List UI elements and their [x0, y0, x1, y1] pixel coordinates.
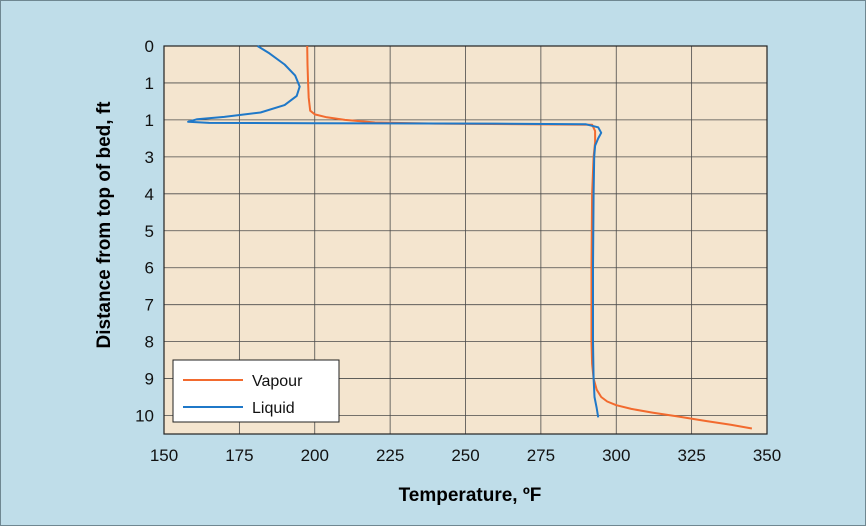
y-tick-label: 0	[145, 37, 154, 56]
y-tick-label: 6	[145, 259, 154, 278]
series-lines	[187, 45, 753, 430]
x-tick-label: 250	[451, 446, 479, 465]
x-tick-labels: 150 175 200 225 250 275 300 325 350	[150, 446, 781, 465]
plot-border	[163, 45, 768, 435]
y-tick-label: 5	[145, 222, 154, 241]
y-tick-label: 3	[145, 148, 154, 167]
x-tick-label: 200	[301, 446, 329, 465]
y-tick-label: 8	[145, 333, 154, 352]
x-tick-label: 175	[225, 446, 253, 465]
y-tick-label: 9	[145, 370, 154, 389]
series-line-liquid	[187, 45, 603, 418]
legend-box	[172, 359, 340, 423]
y-tick-label: 4	[145, 185, 154, 204]
y-tick-label: 10	[135, 407, 154, 426]
legend: Vapour Liquid	[172, 359, 340, 423]
y-axis-title: Distance from top of bed, ft	[94, 101, 115, 349]
y-tick-label: 1	[145, 74, 154, 93]
y-tick-labels: 0 1 1 3 4 5 6 7 8 9 10	[135, 37, 154, 426]
series-line-vapour	[306, 45, 753, 430]
y-tick-label: 1	[145, 111, 154, 130]
x-tick-label: 150	[150, 446, 178, 465]
legend-label-liquid: Liquid	[252, 400, 295, 417]
legend-label-vapour: Vapour	[252, 373, 303, 390]
x-tick-label: 300	[602, 446, 630, 465]
x-axis-title: Temperature, ºF	[399, 485, 542, 506]
x-tick-label: 350	[753, 446, 781, 465]
x-tick-label: 275	[527, 446, 555, 465]
x-tick-label: 325	[677, 446, 705, 465]
y-tick-label: 7	[145, 296, 154, 315]
x-tick-label: 225	[376, 446, 404, 465]
